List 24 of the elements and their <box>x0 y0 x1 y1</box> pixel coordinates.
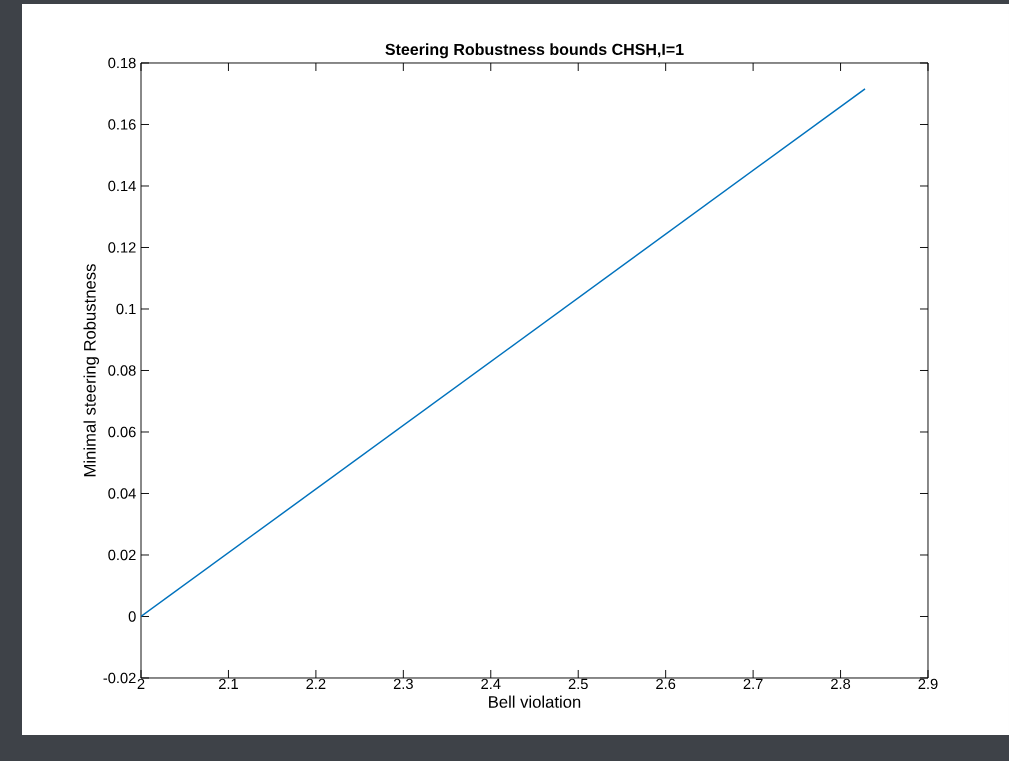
y-tick-label: 0 <box>128 611 136 622</box>
x-tick-label: 2.1 <box>218 678 238 689</box>
y-tick-label: 0.12 <box>108 242 136 253</box>
y-tick-label: 0.02 <box>108 549 136 561</box>
x-tick-label: 2.3 <box>393 678 413 690</box>
y-tick-label: 0.1 <box>116 303 136 315</box>
y-axis-title: Minimal steering Robustness <box>83 264 100 477</box>
x-tick-label: 2.9 <box>918 678 938 690</box>
chart-title: Steering Robustness bounds CHSH,I=1 <box>385 43 684 59</box>
y-tick-label: 0.16 <box>108 119 136 130</box>
x-tick-label: 2.4 <box>481 678 501 689</box>
y-tick-label: 0.06 <box>108 426 136 438</box>
x-tick-label: 2.6 <box>656 678 676 690</box>
y-tick-label: 0.08 <box>108 365 136 376</box>
x-tick-label: 2.7 <box>743 678 763 689</box>
x-tick-label: 2.8 <box>831 678 851 690</box>
x-axis-title: Bell violation <box>489 695 581 708</box>
y-tick-label: 0.18 <box>108 57 136 69</box>
x-tick-label: 2.2 <box>306 678 326 689</box>
y-tick-label: 0.14 <box>108 180 136 192</box>
y-tick-label: 0.04 <box>108 488 136 499</box>
x-tick-label: 2 <box>137 678 145 689</box>
x-tick-label: 2.5 <box>568 678 588 690</box>
y-tick-label: -0.02 <box>103 672 136 684</box>
